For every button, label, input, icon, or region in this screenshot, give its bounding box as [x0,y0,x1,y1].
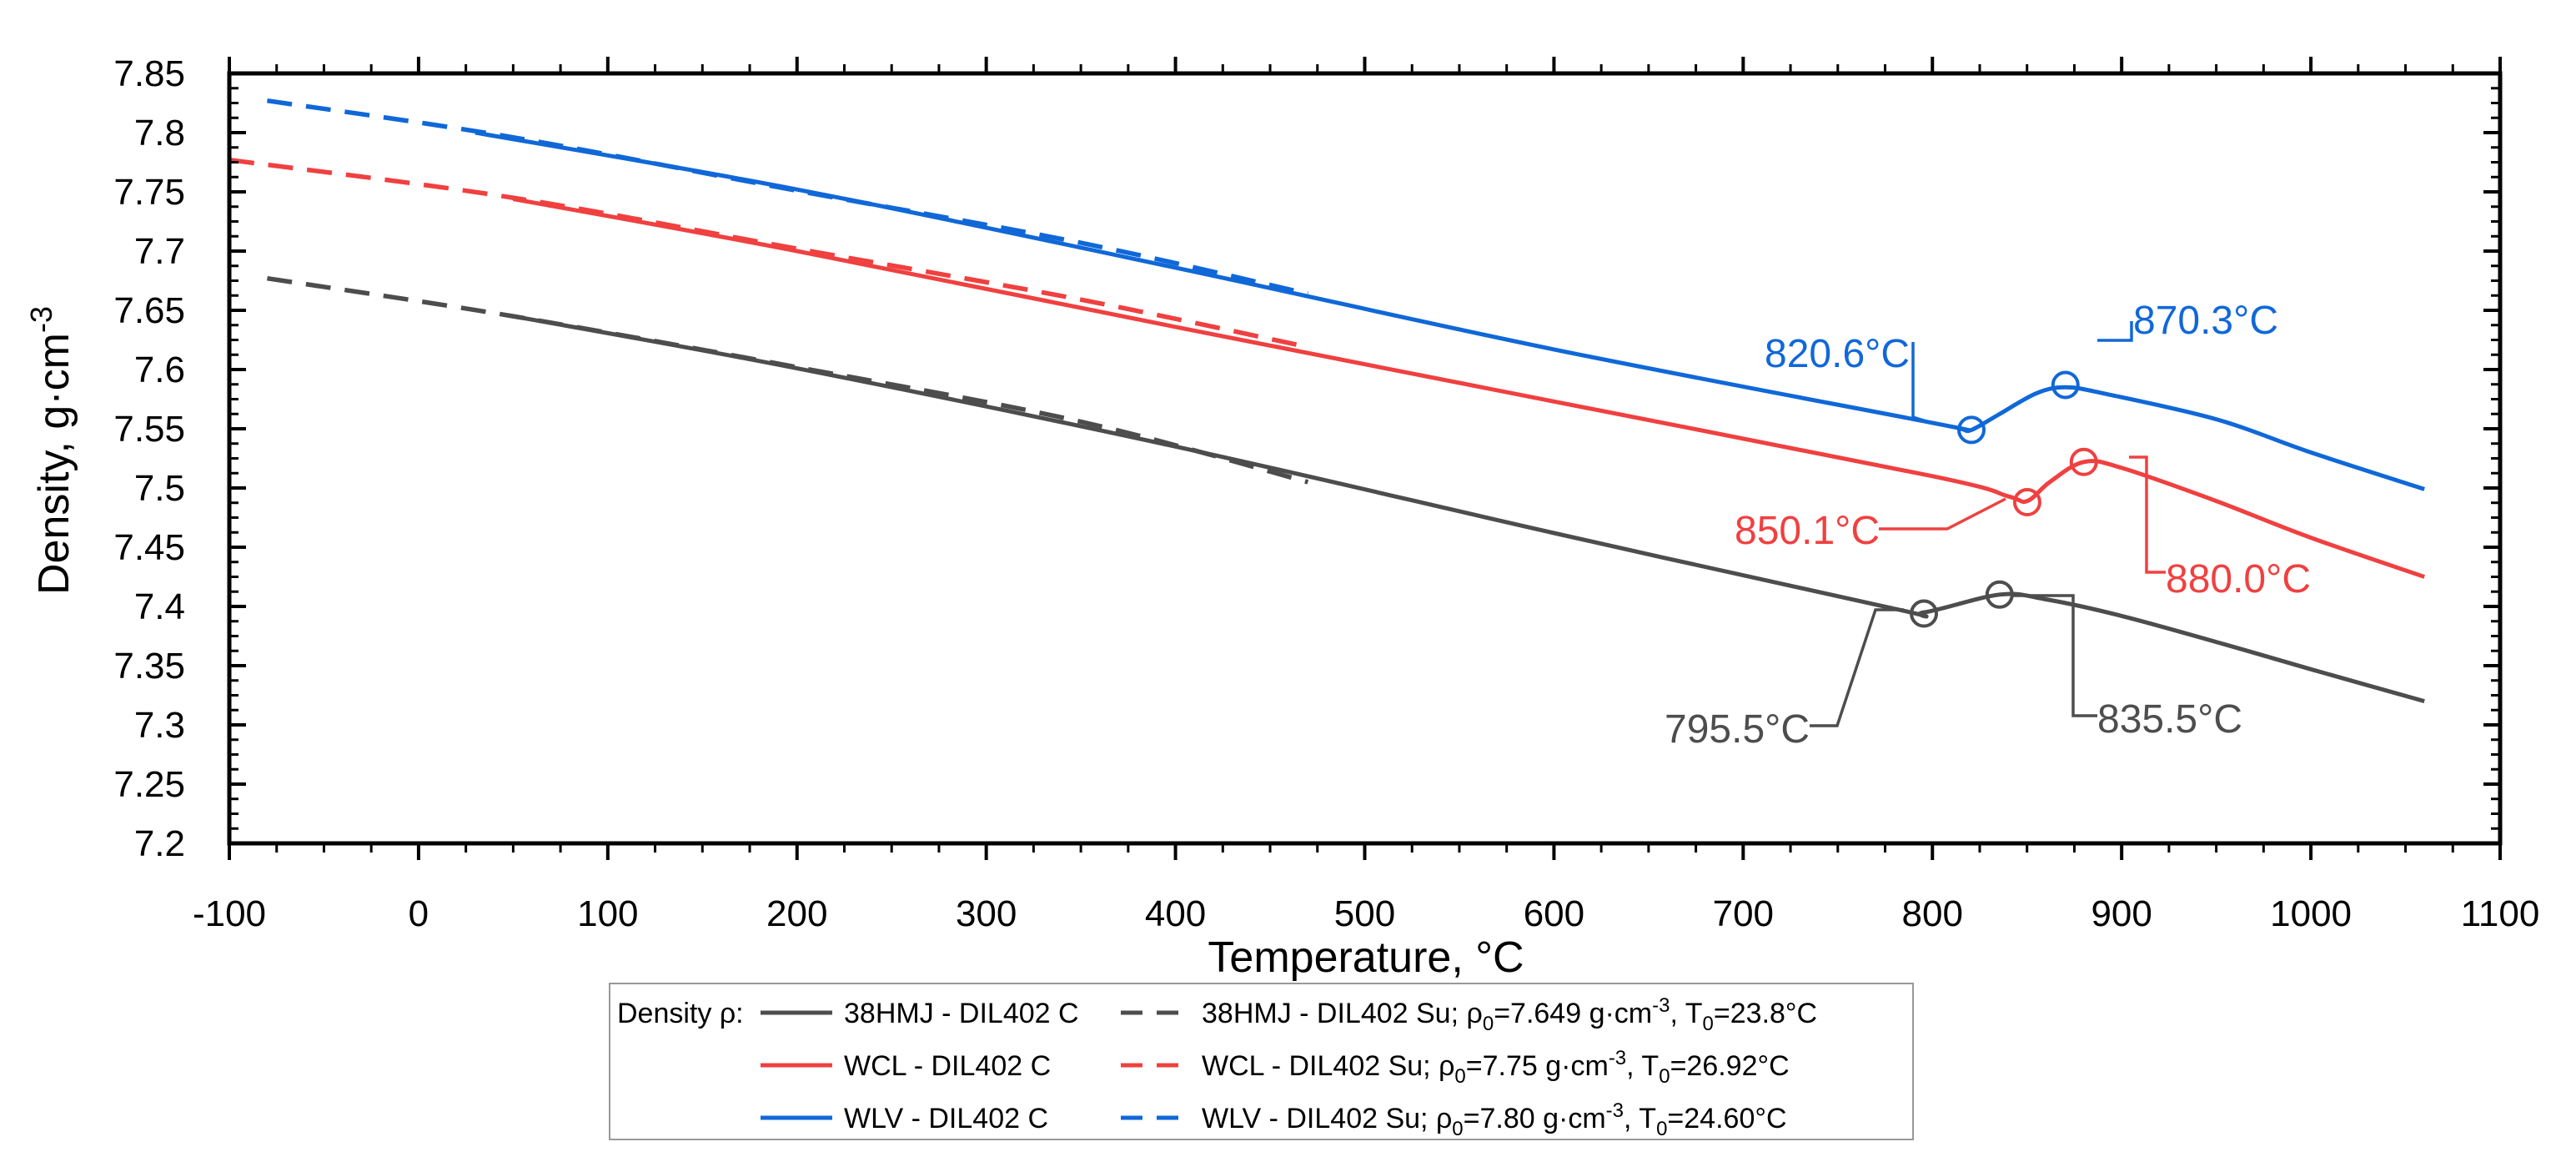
legend-rho-subscript: 0 [1452,1118,1463,1140]
annotation-label: 880.0°C [2166,557,2311,601]
transition-point-marker [1910,599,1939,628]
x-tick-label: 600 [1524,893,1584,934]
legend-t-value: =24.60°C [1667,1103,1786,1134]
legend-t-subscript: 0 [1703,1013,1714,1035]
legend-t-subscript: 0 [1656,1118,1667,1140]
transition-point-marker [2051,370,2080,400]
y-tick-label: 7.85 [113,53,185,94]
legend-unit-superscript: -3 [1606,1099,1624,1122]
x-tick-label: 0 [409,893,429,934]
legend-unit-superscript: -3 [1652,994,1670,1017]
series-line-wcl-dil402-su [228,157,1308,350]
y-axis-title: Density, g·cm-3 [24,306,78,595]
y-tick-label: 7.35 [113,646,185,687]
y-tick-label: 7.3 [134,705,185,746]
legend-rho-subscript: 0 [1454,1065,1465,1088]
x-tick-label: 400 [1145,893,1206,934]
y-tick-label: 7.5 [134,468,185,509]
series-line-wlv-dil402-su [266,98,1309,296]
x-tick-label: -100 [193,893,266,934]
legend-title: Density ρ: [617,998,744,1029]
legend-dashed-label: WCL - DIL402 Su; ρ0=7.75 g·cm-3, T0=26.9… [1202,1047,1790,1088]
legend-solid-label: WCL - DIL402 C [844,1050,1051,1082]
legend-dashed-name: WLV - DIL402 Su; [1202,1103,1436,1134]
y-tick-label: 7.65 [113,290,185,331]
legend-rho-symbol: ρ [1466,998,1482,1029]
y-tick-label: 7.6 [134,350,185,390]
series-line-wlv-dil402-c [475,130,2425,491]
legend-rho-subscript: 0 [1483,1013,1494,1035]
legend-box [609,983,1914,1140]
y-tick-label: 7.8 [134,113,185,153]
legend-dashed-name: WCL - DIL402 Su; [1202,1050,1439,1082]
x-tick-label: 700 [1713,893,1774,934]
legend-rho-value: =7.649 g·cm [1494,998,1652,1029]
annotation-layer: 870.3°C 820.6°C 880.0°C 850.1°C 835.5°C 795.5… [1665,299,2311,752]
series-line-38hmj-dil402-c [512,314,2425,704]
x-tick-label: 1000 [2270,893,2352,934]
annotation-leader-line [1911,342,1930,424]
axes-layer: -100 0 100 200 300 400 500 600 700 800 900 1000 1100… [113,53,2539,934]
legend-t-subscript: 0 [1659,1065,1670,1088]
x-tick-label: 200 [766,893,827,934]
y-tick-label: 7.2 [134,823,185,864]
legend-separator: , T [1624,1103,1656,1134]
legend-separator: , T [1626,1050,1659,1082]
annotation-label: 795.5°C [1665,707,1810,752]
x-tick-label: 100 [577,893,638,934]
annotation-leader-line [2129,455,2166,574]
x-tick-label: 900 [2091,893,2152,934]
y-tick-label: 7.45 [113,527,185,568]
transition-point-marker [2012,488,2041,517]
transition-point-marker [1956,415,1986,445]
legend-solid-label: 38HMJ - DIL402 C [844,998,1079,1029]
annotation-leader-line [2097,321,2133,342]
legend-rho-symbol: ρ [1439,1050,1454,1082]
y-axis-title-sup: -3 [24,306,58,333]
annotation-leader-line [1810,608,1904,727]
legend-rho-value: =7.75 g·cm [1466,1050,1609,1082]
x-tick-label: 800 [1902,893,1963,934]
legend-separator: , T [1670,998,1702,1029]
y-tick-label: 7.25 [113,764,185,805]
legend-dashed-label: 38HMJ - DIL402 Su; ρ0=7.649 g·cm-3, T0=2… [1202,994,1817,1035]
x-tick-label: 1100 [2461,893,2540,934]
annotation-label: 835.5°C [2097,697,2242,742]
annotation-label: 850.1°C [1735,509,1880,553]
legend-solid-label: WLV - DIL402 C [844,1103,1048,1134]
series-line-38hmj-dil402-su [266,275,1309,485]
annotation-label: 820.6°C [1765,332,1910,376]
x-tick-label: 500 [1334,893,1395,934]
series-layer [228,98,2426,704]
y-tick-label: 7.7 [134,231,185,272]
y-tick-label: 7.4 [134,586,185,627]
legend: Density ρ: 38HMJ - DIL402 C 38HMJ - DIL402… [609,983,1914,1140]
series-line-wcl-dil402-c [512,197,2426,579]
legend-dashed-name: 38HMJ - DIL402 Su; [1202,998,1466,1029]
annotation-leader-line [1879,497,2006,531]
legend-dashed-label: WLV - DIL402 Su; ρ0=7.80 g·cm-3, T0=24.6… [1202,1099,1787,1140]
legend-rho-value: =7.80 g·cm [1464,1103,1606,1134]
x-axis-title: Temperature, °C [1208,933,1524,982]
annotation-leader-line [2011,594,2097,717]
y-axis-title-main: Density, g·cm [30,333,78,595]
legend-rho-symbol: ρ [1436,1103,1452,1134]
y-tick-label: 7.55 [113,409,185,450]
legend-t-value: =26.92°C [1670,1050,1790,1082]
transition-point-marker [2069,447,2098,476]
legend-t-value: =23.8°C [1714,998,1817,1029]
x-tick-label: 300 [956,893,1017,934]
legend-unit-superscript: -3 [1609,1047,1626,1069]
annotation-label: 870.3°C [2133,299,2278,343]
y-tick-label: 7.75 [113,172,185,213]
